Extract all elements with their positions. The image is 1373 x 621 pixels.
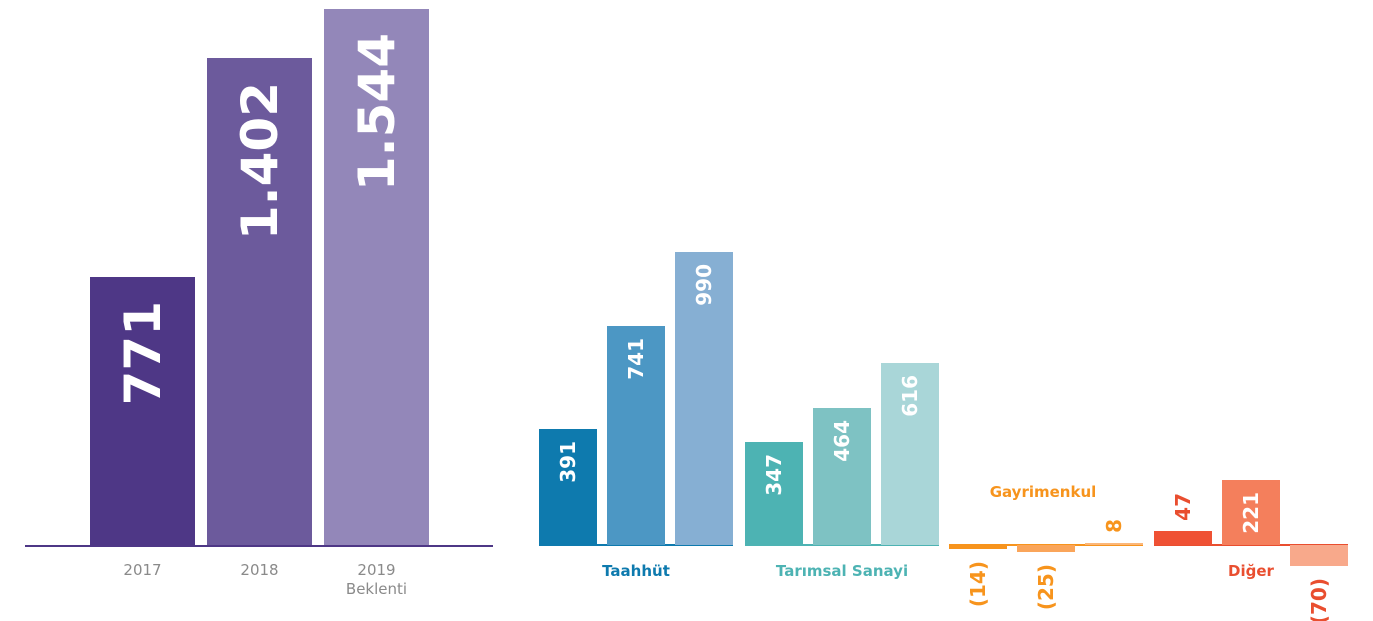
x-tick-label: 2019 Beklenti: [345, 561, 408, 598]
value-label: (14): [966, 561, 990, 608]
value-label: 8: [1102, 518, 1126, 533]
bar: [607, 325, 665, 545]
group-label: Gayrimenkul: [989, 483, 1097, 501]
value-label: 221: [1239, 491, 1263, 534]
bar: [949, 545, 1007, 550]
bar: [90, 277, 195, 545]
bar: [1085, 542, 1143, 545]
value-label: 771: [113, 301, 172, 406]
bar: [1290, 545, 1348, 566]
value-label: 464: [830, 419, 854, 462]
value-label: (70): [1307, 577, 1331, 621]
baseline: [1154, 544, 1348, 546]
value-label: 1.544: [347, 33, 406, 192]
bar: [539, 429, 597, 545]
value-label: 47: [1171, 493, 1195, 522]
bar: [745, 442, 803, 545]
bar: [813, 407, 871, 545]
value-label: 616: [898, 374, 922, 417]
bar: [675, 252, 733, 545]
value-label: 347: [762, 454, 786, 497]
x-tick-label: 2018: [240, 561, 279, 579]
bar: [324, 9, 429, 545]
group-label: Diğer: [1228, 562, 1274, 580]
baseline: [745, 544, 939, 546]
x-tick-label: 2017: [123, 561, 162, 579]
group-label: Tarımsal Sanayi: [775, 562, 909, 580]
value-label: 391: [556, 441, 580, 484]
baseline: [539, 544, 733, 546]
value-label: 990: [692, 264, 716, 306]
axis-line: [25, 545, 493, 547]
bar: [1154, 531, 1212, 545]
value-label: 1.402: [230, 82, 289, 241]
bar: [1017, 545, 1075, 553]
value-label: (25): [1034, 564, 1058, 611]
bar: [1222, 479, 1280, 545]
value-label: 741: [624, 337, 648, 380]
bar: [207, 58, 312, 545]
group-label: Taahhüt: [602, 562, 670, 580]
bar: [881, 362, 939, 545]
